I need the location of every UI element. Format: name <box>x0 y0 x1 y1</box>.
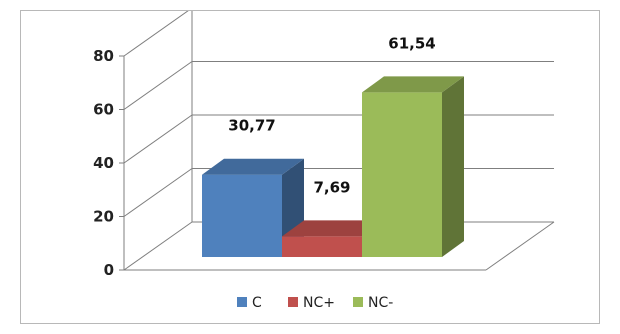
data-label-nc-plus: 7,69 <box>313 178 350 196</box>
floor-right-edge <box>485 221 555 271</box>
legend-item-nc-plus: NC+ <box>288 295 335 311</box>
legend-label-c: C <box>252 295 262 311</box>
data-label-nc-minus: 61,54 <box>388 34 435 52</box>
legend-swatch-nc-minus <box>353 297 363 307</box>
legend-swatch-nc-plus <box>288 297 298 307</box>
y-tick-label: 20 <box>93 208 114 226</box>
bars <box>202 76 464 258</box>
y-tick-label: 40 <box>93 154 114 172</box>
data-label-c: 30,77 <box>228 117 275 135</box>
y-tick-label: 80 <box>93 47 114 65</box>
bar-c <box>202 158 304 257</box>
bar-c-front <box>202 174 282 257</box>
legend-label-nc-plus: NC+ <box>303 295 335 311</box>
bar-nc-plus-top <box>282 220 384 237</box>
legend-swatch-c <box>237 297 247 307</box>
gridline-left-wall <box>123 61 193 110</box>
gridline-left-wall <box>123 168 193 217</box>
gridline-left-wall <box>123 221 193 271</box>
legend-item-c: C <box>237 295 262 311</box>
bar-c-top <box>202 158 304 175</box>
y-tick-label: 60 <box>93 101 114 119</box>
gridline-left-wall <box>123 11 189 57</box>
bar-nc-minus-side <box>442 76 464 258</box>
data-labels: 30,77 7,69 61,54 <box>228 34 435 196</box>
legend-item-nc-minus: NC- <box>353 295 393 311</box>
gridline-left-wall <box>123 114 193 164</box>
bar-nc-minus-top <box>362 76 464 93</box>
legend: C NC+ NC- <box>237 295 393 311</box>
y-axis-ticks: 0 20 40 60 80 <box>93 47 124 279</box>
bar-nc-plus-front <box>282 236 362 257</box>
bar-nc-minus-front <box>362 92 442 258</box>
legend-label-nc-minus: NC- <box>368 295 393 311</box>
bar-nc-minus <box>362 76 464 258</box>
chart-frame: 0 20 40 60 80 30,77 7,69 61,54 C NC+ NC- <box>20 10 600 324</box>
chart-svg: 0 20 40 60 80 30,77 7,69 61,54 C NC+ NC- <box>93 11 555 311</box>
y-tick-label: 0 <box>104 261 114 279</box>
